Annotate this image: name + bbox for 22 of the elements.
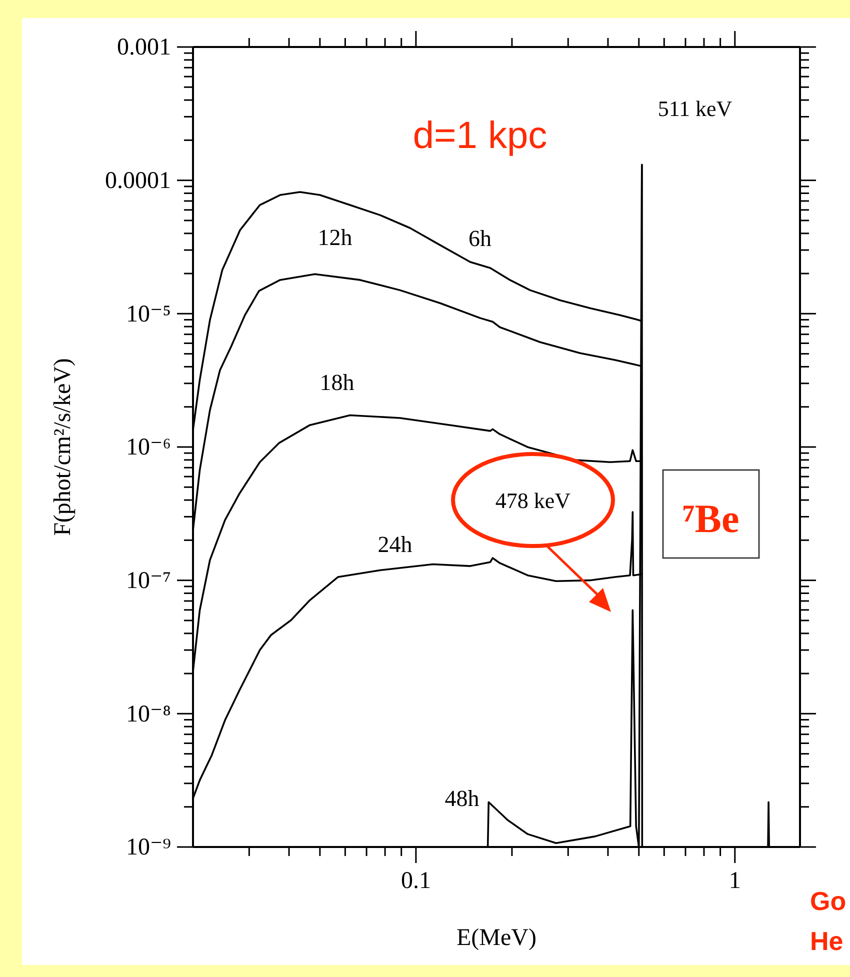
y-tick-label: 0.001 <box>117 34 171 61</box>
text: He <box>810 926 844 956</box>
y-tick-label: 10⁻⁹ <box>126 834 171 861</box>
y-tick-label: 0.0001 <box>105 168 171 194</box>
series-label: 24h <box>378 532 413 557</box>
x-tick-label: 0.1 <box>400 868 431 894</box>
annotation: 478 keV <box>495 488 571 513</box>
y-tick-label: 10⁻⁸ <box>126 701 171 728</box>
y-tick-label: 10⁻⁶ <box>126 434 171 461</box>
annotation: ⁷Be <box>682 496 740 541</box>
series-label: 6h <box>468 226 492 251</box>
y-tick-label: 10⁻⁷ <box>126 568 171 594</box>
series-label: 12h <box>318 225 353 250</box>
annotation: d=1 kpc <box>412 115 548 157</box>
series-label: 48h <box>444 786 480 811</box>
y-tick-label: 10⁻⁵ <box>126 301 171 328</box>
annotation: 511 keV <box>658 96 732 121</box>
series-label: 18h <box>320 370 355 395</box>
x-tick-label: 1 <box>728 868 741 894</box>
x-axis-title: E(MeV) <box>456 925 536 951</box>
y-axis-title: F(phot/cm²/s/keV) <box>50 358 76 536</box>
text: Go <box>810 886 846 916</box>
